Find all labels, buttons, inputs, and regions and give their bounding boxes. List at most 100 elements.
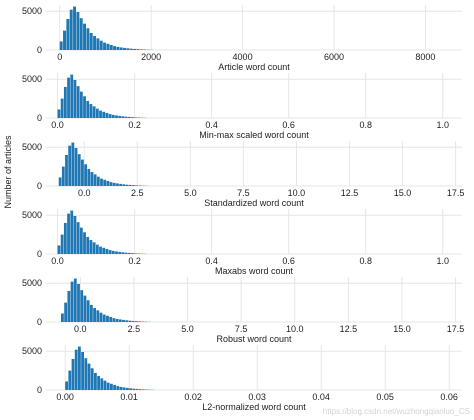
histogram-bar xyxy=(106,382,110,390)
y-tick-label: 5000 xyxy=(22,6,42,16)
histogram-bar xyxy=(76,11,80,51)
x-tick-label: 6000 xyxy=(324,52,344,62)
histogram-bar xyxy=(100,178,103,186)
y-tick-label: 5000 xyxy=(22,278,42,288)
histogram-bar xyxy=(86,300,90,322)
histogram-bar xyxy=(128,184,132,186)
histogram-bar xyxy=(102,111,106,118)
plot-area xyxy=(46,141,462,186)
subplot-2: 0.0 0.2 0.4 0.6 0.8 1.0 0 5000 Min-max scaled wo… xyxy=(22,73,462,140)
x-tick-label: 2.5 xyxy=(128,324,141,334)
histogram-bar xyxy=(118,251,122,254)
histogram-bar xyxy=(122,319,125,322)
histogram-bar xyxy=(119,386,123,390)
histogram-bar xyxy=(121,116,125,118)
x-axis-label: Min-max scaled word count xyxy=(199,130,309,140)
histogram-bar xyxy=(99,40,103,50)
histogram-bar xyxy=(71,358,75,390)
x-tick-label: 0.0 xyxy=(51,256,64,266)
histogram-bar xyxy=(99,246,102,254)
histogram-bar xyxy=(68,145,72,186)
histogram-bar xyxy=(106,315,109,322)
histogram-bar xyxy=(70,210,74,254)
x-tick-label: 0.8 xyxy=(359,256,372,266)
histogram-bar xyxy=(90,172,94,186)
histogram-bar xyxy=(83,232,86,254)
histogram-bar xyxy=(63,86,67,118)
histogram-bar xyxy=(93,308,96,322)
histogram-bar xyxy=(67,290,71,322)
histogram-bar xyxy=(115,115,118,118)
histogram-bar xyxy=(125,184,129,186)
histogram-bar xyxy=(90,368,94,390)
x-tick-label: 0 xyxy=(57,52,62,62)
histogram-bar xyxy=(73,278,77,322)
x-tick-label: 2000 xyxy=(141,52,161,62)
histogram-bar xyxy=(131,253,134,254)
x-tick-label: 0.0 xyxy=(74,324,87,334)
x-tick-label: 2.5 xyxy=(131,188,144,198)
histogram-bar xyxy=(95,244,99,254)
histogram-bar xyxy=(106,43,110,50)
histogram-bar xyxy=(103,179,107,186)
histogram-bar xyxy=(76,86,80,118)
x-tick-label: 0.06 xyxy=(440,392,458,402)
histogram-bar xyxy=(70,281,74,322)
x-tick-label: 0.0 xyxy=(78,188,91,198)
histogram-bar xyxy=(124,252,128,254)
histogram-bar xyxy=(135,185,138,186)
plot-area xyxy=(46,5,462,50)
x-tick-label: 1.0 xyxy=(436,256,449,266)
histogram-bar xyxy=(77,154,81,186)
x-axis-label: L2-normalized word count xyxy=(202,402,306,412)
histogram-bar xyxy=(138,389,142,390)
histogram-bar xyxy=(125,320,129,322)
histogram-bar xyxy=(109,316,113,322)
x-tick-label: 10.0 xyxy=(286,324,304,334)
y-tick-label: 0 xyxy=(37,181,42,191)
histogram-bar xyxy=(84,164,87,186)
histogram-bar xyxy=(136,49,140,50)
histogram-bar xyxy=(89,104,93,118)
histogram-bar xyxy=(92,242,96,254)
histogram-bar xyxy=(74,349,78,390)
histogram-bar xyxy=(102,247,106,254)
histogram-bar xyxy=(70,74,74,118)
x-tick-label: 10.0 xyxy=(288,188,306,198)
x-tick-label: 12.5 xyxy=(341,188,359,198)
subplot-6: 0.00 0.01 0.02 0.03 0.04 0.05 0.06 0 5000 L2-norm… xyxy=(22,345,462,412)
x-tick-label: 1.0 xyxy=(436,120,449,130)
histogram-bar xyxy=(65,154,68,186)
x-tick-label: 0.6 xyxy=(282,120,295,130)
y-tick-label: 5000 xyxy=(22,210,42,220)
histogram-bar xyxy=(83,23,87,50)
histogram-bar xyxy=(86,28,90,50)
histogram-bar xyxy=(76,222,80,254)
x-axis-label: Maxabs word count xyxy=(215,266,294,276)
x-tick-label: 7.5 xyxy=(235,324,248,334)
histogram-bar xyxy=(81,351,84,390)
x-axis-label: Article word count xyxy=(218,62,290,72)
histogram-bar xyxy=(73,215,77,254)
histogram-bar xyxy=(133,48,137,50)
histogram-bar xyxy=(103,380,107,390)
histogram-bar xyxy=(67,213,70,254)
histogram-bar xyxy=(132,388,136,390)
histogram-bar xyxy=(58,177,62,186)
histogram-bar xyxy=(61,313,64,322)
histogram-bar xyxy=(113,46,117,50)
histogram-bar xyxy=(134,321,138,322)
x-axis-label: Robust word count xyxy=(216,334,292,344)
histogram-bar xyxy=(67,77,70,118)
x-axis-label: Standardized word count xyxy=(204,198,304,208)
histogram-bar xyxy=(119,47,123,50)
x-tick-label: 4000 xyxy=(233,52,253,62)
histogram-bar xyxy=(92,106,96,118)
histogram-bar xyxy=(112,318,116,322)
x-tick-label: 0.02 xyxy=(184,392,202,402)
histogram-bar xyxy=(89,32,93,50)
histogram-bar xyxy=(102,314,106,322)
histogram-bar xyxy=(89,240,93,254)
histogram-bar xyxy=(131,185,135,186)
